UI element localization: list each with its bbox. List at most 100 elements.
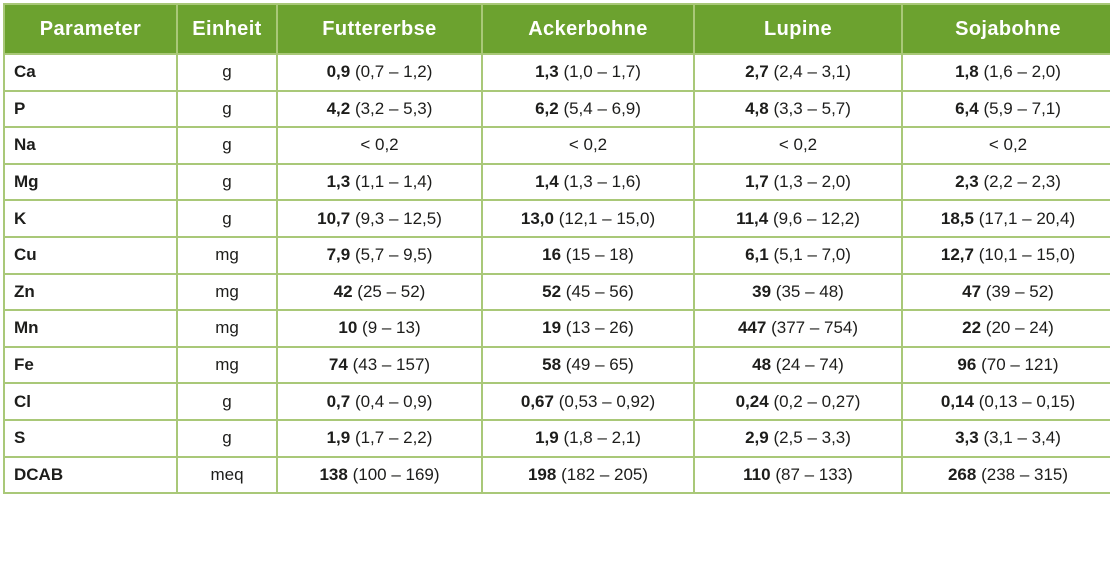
value-range: (5,1 – 7,0) [773, 245, 851, 265]
parameter-cell: Na [3, 126, 178, 165]
table-row: Zn mg 42 (25 – 52) 52 (45 – 56) 39 (35 – 48)… [3, 272, 1110, 312]
value-cell: 4,2 (3,2 – 5,3) [276, 89, 483, 129]
value-mean: 138 [319, 464, 348, 484]
header-row: Parameter Einheit Futtererbse Ackerbohne… [3, 3, 1110, 55]
value-cell: 110 (87 – 133) [693, 455, 903, 495]
unit-cell: g [176, 126, 278, 165]
value-range: < 0,2 [568, 135, 608, 155]
unit-cell: g [176, 53, 278, 92]
value-mean: 11,4 [736, 208, 769, 228]
parameter-cell: Mg [3, 162, 178, 202]
value-cell: 16 (15 – 18) [481, 235, 695, 275]
value-mean: 10 [338, 318, 358, 338]
value-range: (1,6 – 2,0) [983, 62, 1061, 82]
value-range: (1,3 – 2,0) [773, 172, 851, 192]
value-mean: 2,9 [745, 428, 769, 448]
parameter-cell: P [3, 89, 178, 129]
table-row: Cu mg 7,9 (5,7 – 9,5) 16 (15 – 18) 6,1 (5,1 … [3, 235, 1110, 275]
mineral-content-table: Parameter Einheit Futtererbse Ackerbohne… [3, 3, 1110, 495]
value-cell: 0,24 (0,2 – 0,27) [693, 382, 903, 421]
unit-cell: g [176, 89, 278, 129]
value-cell: 96 (70 – 121) [901, 345, 1110, 385]
value-mean: 1,9 [535, 428, 559, 448]
parameter-cell: Zn [3, 272, 178, 312]
value-range: (1,3 – 1,6) [563, 172, 641, 192]
value-mean: 0,67 [520, 391, 554, 411]
value-cell: 198 (182 – 205) [481, 455, 695, 495]
unit-cell: g [176, 418, 278, 458]
value-mean: 6,4 [955, 98, 979, 118]
value-cell: 6,4 (5,9 – 7,1) [901, 89, 1110, 129]
value-cell: 4,8 (3,3 – 5,7) [693, 89, 903, 129]
value-cell: 6,1 (5,1 – 7,0) [693, 235, 903, 275]
value-range: (39 – 52) [985, 281, 1054, 301]
table-body: Ca g 0,9 (0,7 – 1,2) 1,3 (1,0 – 1,7) 2,7 (2,… [3, 53, 1110, 495]
value-range: (9 – 13) [362, 318, 421, 338]
header-ackerbohne: Ackerbohne [481, 3, 695, 55]
value-mean: 39 [752, 281, 772, 301]
value-range: (182 – 205) [561, 464, 649, 484]
parameter-cell: DCAB [3, 455, 178, 495]
value-cell: 58 (49 – 65) [481, 345, 695, 385]
value-range: (2,5 – 3,3) [773, 428, 851, 448]
value-mean: 4,2 [326, 98, 351, 118]
table-row: Fe mg 74 (43 – 157) 58 (49 – 65) 48 (24 – 74… [3, 345, 1110, 385]
value-mean: 1,4 [535, 172, 559, 192]
value-mean: 6,1 [745, 245, 769, 265]
value-cell: 18,5 (17,1 – 20,4) [901, 199, 1110, 238]
value-cell: 0,14 (0,13 – 0,15) [901, 382, 1110, 421]
value-range: (3,3 – 5,7) [773, 98, 851, 118]
table-row: Cl g 0,7 (0,4 – 0,9) 0,67 (0,53 – 0,92) 0,24… [3, 382, 1110, 421]
value-mean: 18,5 [940, 208, 974, 228]
value-mean: 22 [962, 318, 982, 338]
value-mean: 13,0 [520, 208, 554, 228]
value-range: (87 – 133) [775, 464, 853, 484]
value-mean: 0,24 [735, 391, 769, 411]
value-mean: 198 [527, 464, 557, 484]
value-mean: 6,2 [535, 98, 559, 118]
parameter-cell: Cl [3, 382, 178, 421]
unit-cell: mg [176, 272, 278, 312]
value-range: < 0,2 [988, 135, 1028, 155]
value-mean: 96 [957, 355, 977, 375]
parameter-cell: Fe [3, 345, 178, 385]
value-cell: 12,7 (10,1 – 15,0) [901, 235, 1110, 275]
value-mean: 110 [743, 464, 771, 484]
unit-cell: mg [176, 309, 278, 348]
value-cell: 447 (377 – 754) [693, 309, 903, 348]
parameter-cell: S [3, 418, 178, 458]
value-range: (35 – 48) [775, 281, 844, 301]
value-mean: 1,8 [955, 62, 979, 82]
value-cell: 0,67 (0,53 – 0,92) [481, 382, 695, 421]
value-cell: 74 (43 – 157) [276, 345, 483, 385]
value-mean: 52 [542, 281, 562, 301]
value-range: < 0,2 [360, 135, 399, 155]
value-mean: 268 [947, 464, 977, 484]
value-mean: 1,3 [326, 172, 351, 192]
value-cell: 7,9 (5,7 – 9,5) [276, 235, 483, 275]
value-mean: 1,3 [535, 62, 559, 82]
value-mean: 447 [737, 318, 767, 338]
table-row: Ca g 0,9 (0,7 – 1,2) 1,3 (1,0 – 1,7) 2,7 (2,… [3, 53, 1110, 92]
table-row: Mg g 1,3 (1,1 – 1,4) 1,4 (1,3 – 1,6) 1,7 (1,… [3, 162, 1110, 202]
value-range: (70 – 121) [981, 355, 1059, 375]
value-mean: 2,3 [955, 172, 979, 192]
header-futtererbse: Futtererbse [276, 3, 483, 55]
unit-cell: mg [176, 235, 278, 275]
value-mean: 48 [752, 355, 772, 375]
value-range: (238 – 315) [981, 464, 1069, 484]
value-range: (10,1 – 15,0) [978, 245, 1076, 265]
value-range: (0,2 – 0,27) [773, 391, 861, 411]
parameter-cell: K [3, 199, 178, 238]
value-cell: 6,2 (5,4 – 6,9) [481, 89, 695, 129]
value-range: (0,4 – 0,9) [354, 391, 433, 411]
value-range: (20 – 24) [985, 318, 1054, 338]
value-cell: 0,7 (0,4 – 0,9) [276, 382, 483, 421]
header-lupine: Lupine [693, 3, 903, 55]
value-mean: 0,14 [940, 391, 974, 411]
header-sojabohne: Sojabohne [901, 3, 1110, 55]
value-cell: 1,8 (1,6 – 2,0) [901, 53, 1110, 92]
table-row: Na g < 0,2 < 0,2 < 0,2 < 0,2 [3, 126, 1110, 165]
